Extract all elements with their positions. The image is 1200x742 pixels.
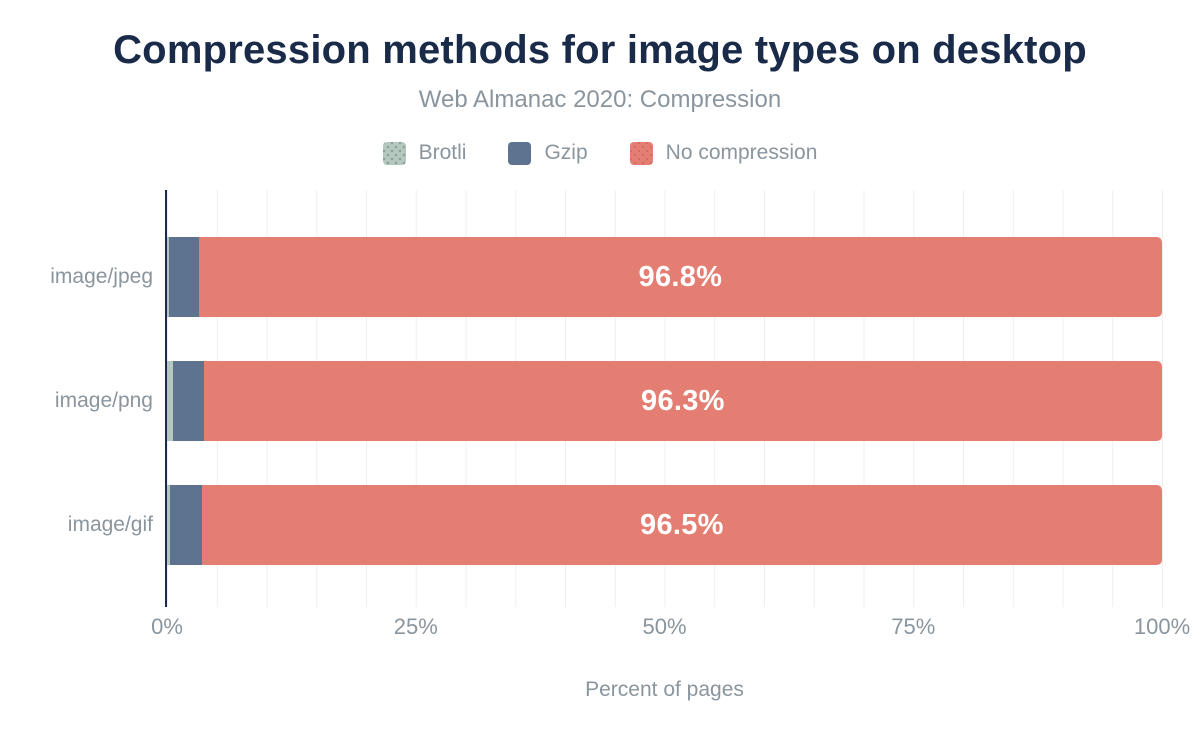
x-tick-label: 100% xyxy=(1133,614,1191,639)
legend-item-gzip: Gzip xyxy=(508,141,588,165)
bar-segment-no-compression: 96.5% xyxy=(201,485,1162,565)
bar-segment-gzip xyxy=(168,237,199,317)
bar-row-image-png: image/png 96.3% xyxy=(55,361,1162,441)
stacked-bar: 96.8% xyxy=(167,237,1162,317)
bar-value-label: 96.8% xyxy=(638,260,723,293)
bar-segment-brotli xyxy=(167,485,170,565)
bar-segment-no-compression: 96.3% xyxy=(203,361,1162,441)
x-tick-label: 50% xyxy=(642,614,687,639)
bar-segment-brotli xyxy=(167,237,169,317)
legend-label: Brotli xyxy=(418,141,467,164)
chart-title: Compression methods for image types on d… xyxy=(113,28,1087,72)
chart-subtitle: Web Almanac 2020: Compression xyxy=(418,86,782,113)
legend-label: Gzip xyxy=(544,141,588,164)
legend-swatch-gzip xyxy=(508,141,532,165)
bar-row-image-jpeg: image/jpeg 96.8% xyxy=(50,237,1162,317)
legend-label: No compression xyxy=(665,141,818,164)
bar-segment-brotli xyxy=(167,361,173,441)
plot-area: image/jpeg 96.8% image/png 96.3% image/gif 96… xyxy=(50,190,1163,607)
x-axis-title: Percent of pages xyxy=(585,678,744,701)
category-label: image/png xyxy=(54,389,153,412)
bar-segment-gzip xyxy=(169,485,202,565)
category-label: image/gif xyxy=(67,513,153,536)
bar-value-label: 96.3% xyxy=(641,384,725,417)
x-tick-label: 0% xyxy=(151,614,183,639)
x-tick-label: 25% xyxy=(393,614,438,639)
category-label: image/jpeg xyxy=(50,265,153,288)
legend-swatch-no-compression xyxy=(629,141,653,165)
bar-segment-gzip xyxy=(172,361,204,441)
bar-segment-no-compression: 96.8% xyxy=(198,237,1162,317)
stacked-bar: 96.5% xyxy=(167,485,1162,565)
legend-item-brotli: Brotli xyxy=(382,141,467,165)
legend: Brotli Gzip No compression xyxy=(0,141,1200,165)
legend-swatch-brotli xyxy=(382,141,406,165)
y-axis-line xyxy=(165,190,167,607)
stacked-bar: 96.3% xyxy=(167,361,1162,441)
legend-item-no-compression: No compression xyxy=(629,141,818,165)
bar-row-image-gif: image/gif 96.5% xyxy=(68,485,1162,565)
bar-value-label: 96.5% xyxy=(640,508,724,541)
x-tick-label: 75% xyxy=(891,614,936,639)
